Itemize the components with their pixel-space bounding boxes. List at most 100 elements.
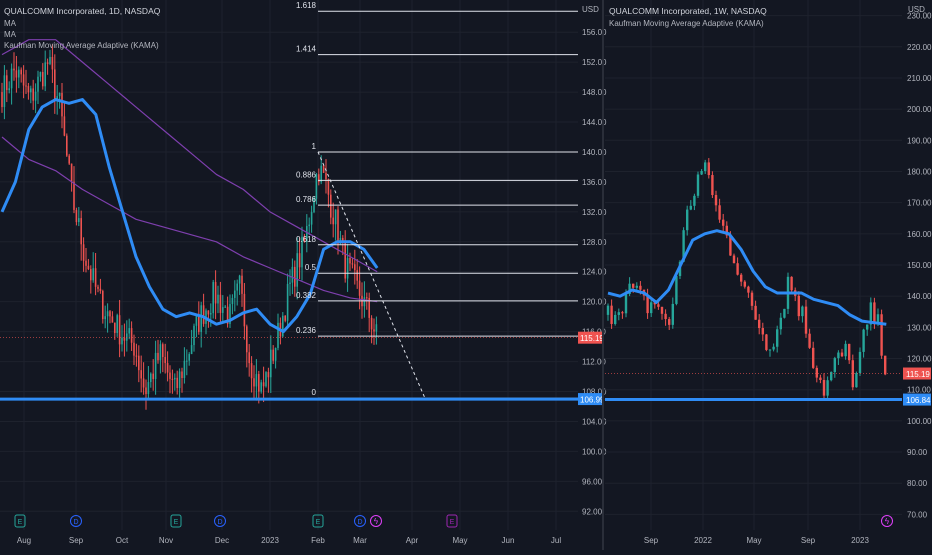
candle	[354, 264, 356, 271]
fib-level-label: 1.618	[296, 1, 317, 10]
candle	[82, 244, 85, 261]
candle	[342, 237, 344, 243]
time-tick: Jul	[551, 536, 561, 545]
price-tick: 96.00	[582, 477, 603, 486]
price-tick: 140.00	[907, 292, 932, 301]
candle	[15, 70, 18, 78]
dividend-marker[interactable]	[214, 515, 226, 527]
candle	[284, 315, 286, 321]
candle	[164, 357, 166, 364]
candle	[13, 68, 15, 71]
price-tick: 132.00	[582, 208, 607, 217]
time-tick: 2023	[261, 536, 279, 545]
candle	[337, 209, 339, 244]
candle	[135, 355, 138, 357]
candle	[34, 91, 37, 101]
indicator-label: Kaufman Moving Average Adaptive (KAMA)	[4, 41, 159, 50]
candle	[248, 352, 250, 364]
candle	[718, 205, 721, 220]
weekly-time-axis: Sep 2022 May Sep 2023	[644, 536, 870, 545]
candle	[80, 218, 82, 245]
candle	[646, 295, 649, 314]
earnings-marker[interactable]	[312, 514, 324, 528]
candle	[628, 283, 631, 295]
price-tick: 230.00	[907, 12, 932, 21]
price-tick: 104.00	[582, 417, 607, 426]
candle	[30, 88, 32, 93]
candle	[296, 253, 298, 287]
candle	[234, 290, 236, 298]
candle	[635, 285, 638, 288]
kama-line	[607, 229, 887, 326]
candle	[140, 370, 142, 379]
candle	[303, 236, 306, 242]
candle	[56, 96, 58, 99]
candle	[765, 334, 768, 350]
split-marker[interactable]	[370, 515, 382, 527]
split-marker[interactable]	[881, 515, 893, 527]
candle	[884, 355, 887, 375]
candle	[750, 292, 754, 306]
earnings-marker[interactable]	[446, 514, 458, 528]
kama-line	[0, 98, 379, 334]
daily-price-axis: USD92.0096.00100.00104.00108.00112.00116…	[578, 5, 607, 516]
candle	[815, 367, 818, 378]
candle	[210, 313, 212, 315]
candle	[286, 283, 289, 321]
price-tick: 90.00	[907, 448, 928, 457]
candle	[851, 360, 854, 388]
time-tick: 2022	[694, 536, 712, 545]
candle	[114, 322, 116, 334]
candle	[66, 135, 68, 156]
dividend-marker[interactable]	[354, 515, 366, 527]
candle	[130, 328, 133, 343]
candle	[761, 328, 764, 335]
candle	[157, 352, 159, 361]
candle	[1, 92, 3, 108]
candle	[277, 322, 279, 348]
candle	[743, 281, 746, 287]
indicator-label: MA	[4, 19, 17, 28]
candle	[178, 371, 181, 389]
earnings-marker-label: E	[18, 519, 23, 526]
candle	[171, 378, 174, 380]
split-marker-label: ϟ	[885, 517, 890, 526]
candle	[332, 217, 334, 225]
candle	[154, 352, 157, 380]
candle	[238, 275, 241, 284]
time-tick: Apr	[406, 536, 419, 545]
candle	[246, 326, 248, 353]
earnings-marker[interactable]	[14, 514, 26, 528]
price-tick: 100.00	[582, 447, 607, 456]
indicator-label: MA	[4, 30, 17, 39]
price-tick: 210.00	[907, 74, 932, 83]
candle	[869, 302, 872, 325]
candle	[106, 311, 109, 317]
candle	[844, 343, 847, 357]
price-tick: 130.00	[907, 323, 932, 332]
candle	[747, 286, 750, 293]
candle	[660, 306, 664, 314]
candle	[27, 86, 30, 93]
support-price-value: 106.99	[580, 396, 605, 405]
candle	[729, 235, 732, 256]
candle	[370, 317, 373, 330]
price-tick: 220.00	[907, 43, 932, 52]
candle	[176, 377, 178, 389]
earnings-marker[interactable]	[170, 514, 182, 528]
candle	[848, 343, 851, 361]
candle	[224, 306, 226, 308]
candle	[255, 374, 258, 387]
last-price-tag	[903, 367, 931, 380]
candle	[858, 351, 862, 374]
dividend-marker[interactable]	[70, 515, 82, 527]
axis-unit: USD	[582, 5, 599, 14]
candle	[772, 346, 775, 350]
candle	[166, 363, 169, 373]
candle	[22, 74, 25, 86]
candle	[310, 212, 313, 225]
candle	[116, 315, 118, 334]
